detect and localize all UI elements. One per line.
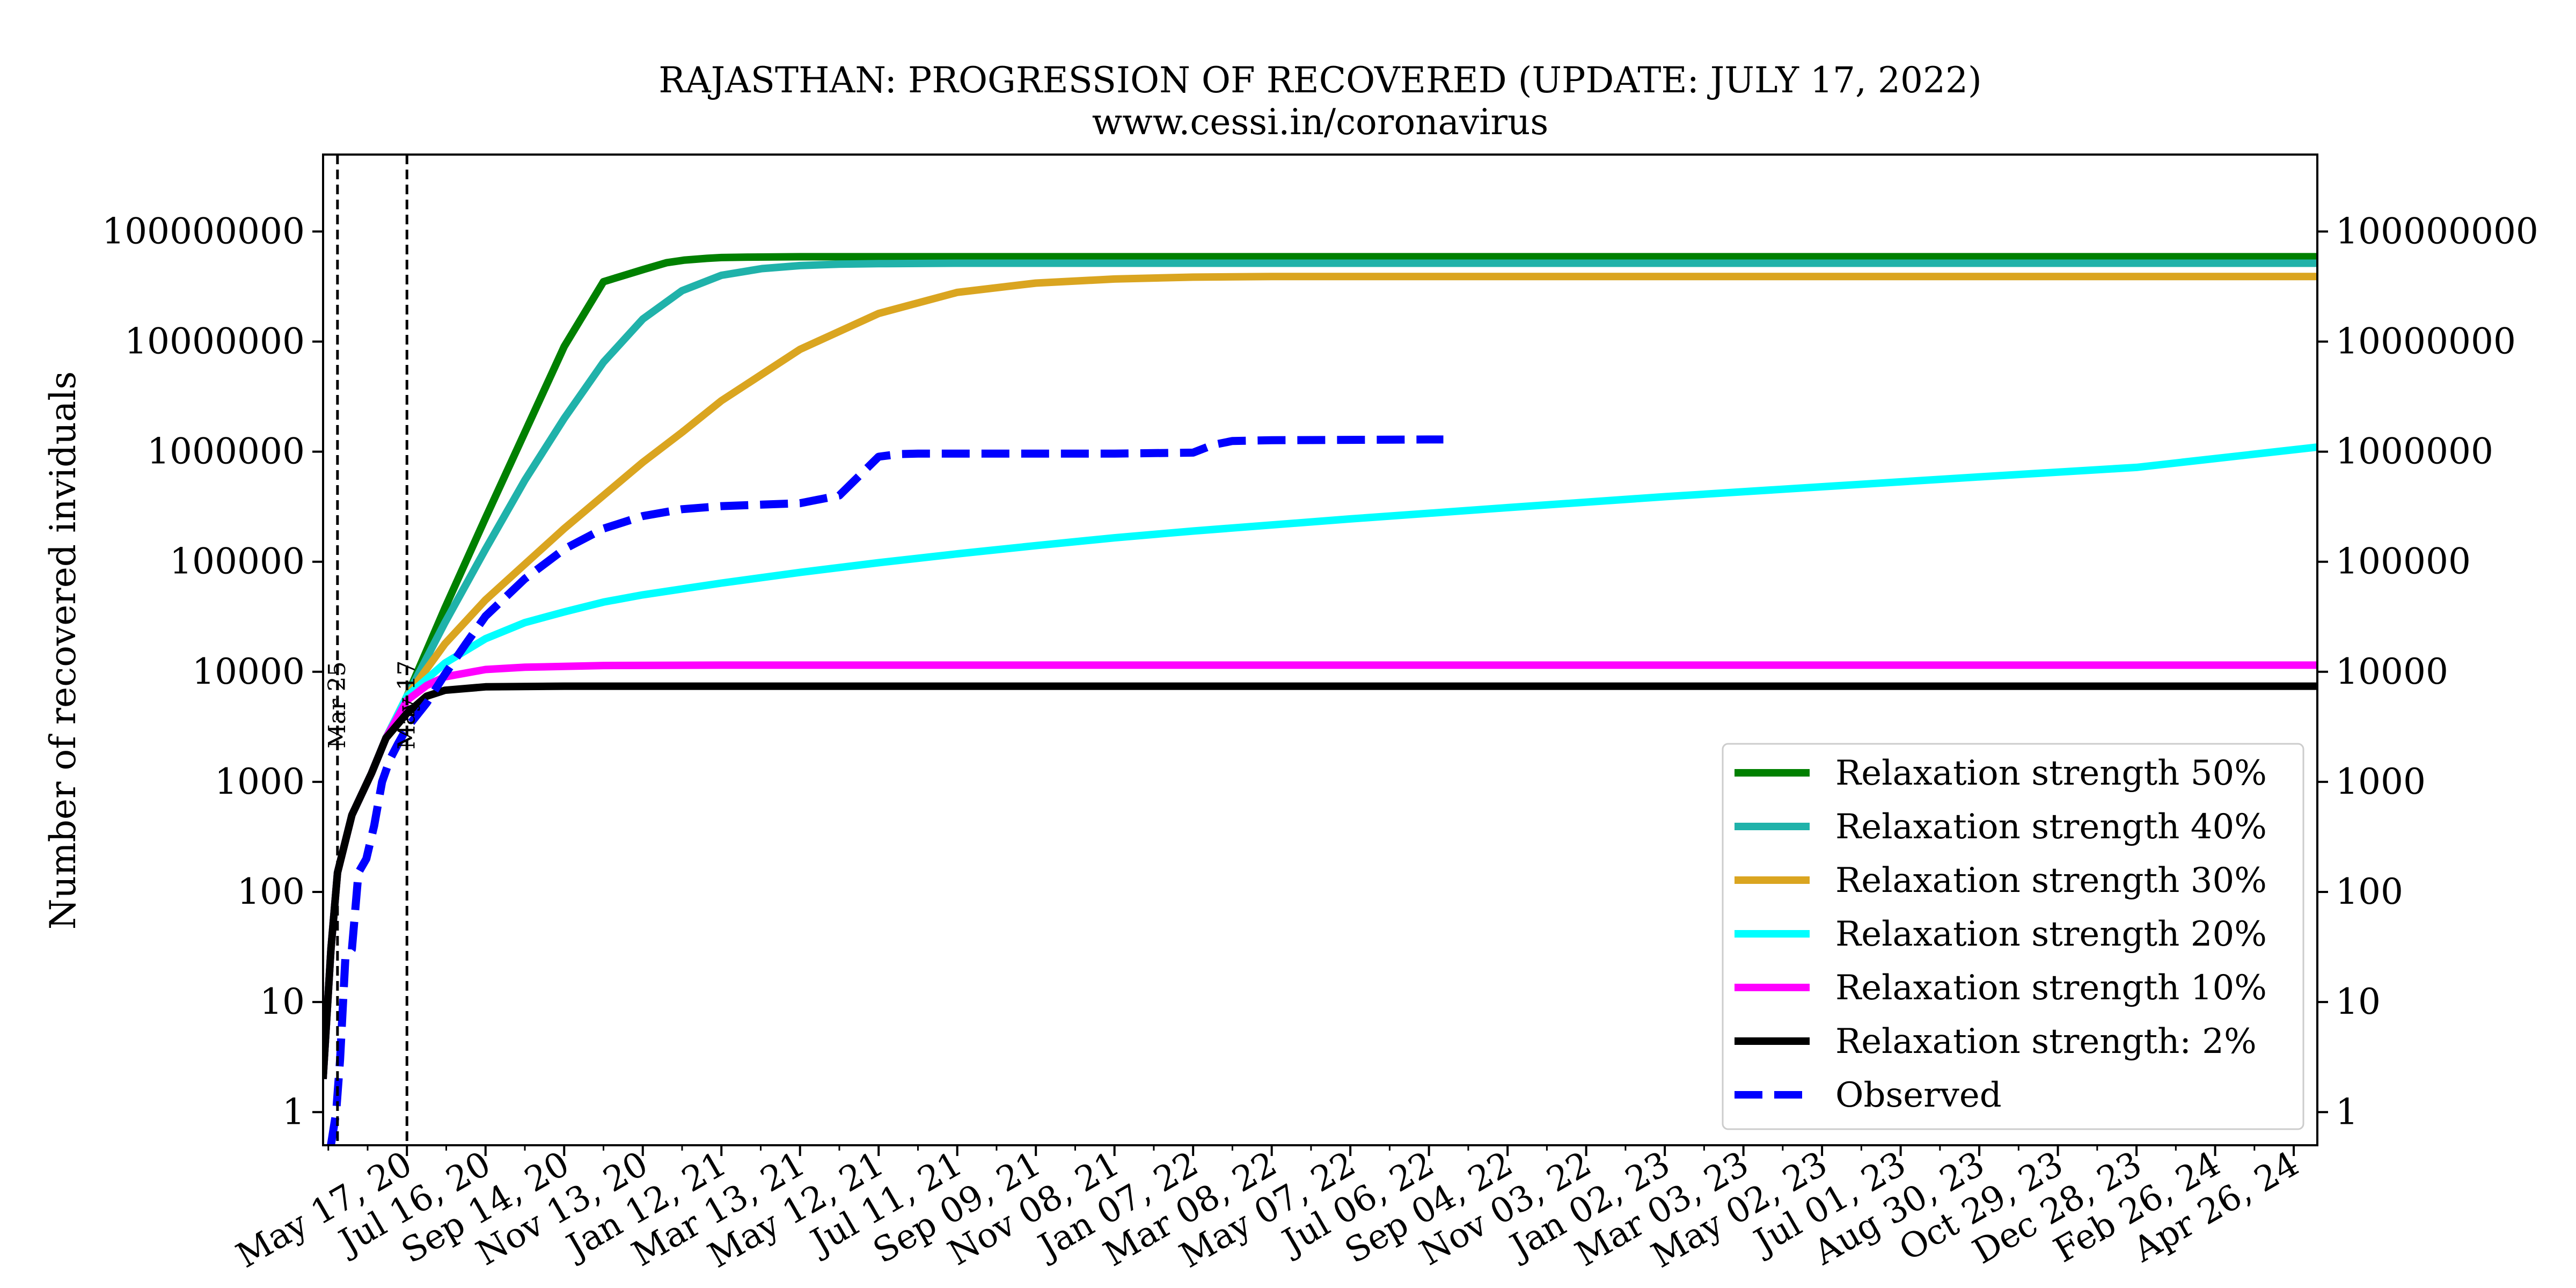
series-group	[323, 253, 2317, 1145]
y-tick-label-left-2: 100	[237, 871, 305, 912]
y-tick-label-right-7: 10000000	[2336, 320, 2516, 362]
y-tick-label-right-3: 1000	[2336, 761, 2426, 802]
y-tick-label-left-4: 10000	[192, 651, 305, 692]
legend-label-2: Relaxation strength 30%	[1835, 861, 2267, 901]
legend-label-3: Relaxation strength 20%	[1835, 914, 2267, 954]
plot-frame	[322, 153, 2318, 1146]
legend-box	[1722, 743, 2304, 1130]
y-tick-label-left-8: 100000000	[102, 210, 305, 252]
legend-label-4: Relaxation strength 10%	[1835, 968, 2267, 1008]
y-tick-label-right-2: 100	[2336, 871, 2403, 912]
y-tick-label-left-0: 1	[282, 1091, 305, 1132]
y-axis-label: Number of recovered inviduals	[42, 371, 84, 930]
event-label-1: May 17	[393, 660, 420, 749]
legend-label-0: Relaxation strength 50%	[1835, 753, 2267, 793]
chart-title: RAJASTHAN: PROGRESSION OF RECOVERED (UPD…	[658, 60, 1981, 101]
y-tick-label-right-4: 10000	[2336, 651, 2448, 692]
legend: Relaxation strength 50% Relaxation streng…	[1722, 743, 2304, 1130]
legend-label-1: Relaxation strength 40%	[1835, 807, 2267, 847]
y-tick-label-right-6: 1000000	[2336, 431, 2493, 472]
y-tick-label-left-5: 100000	[170, 541, 305, 582]
chart-subtitle: www.cessi.in/coronavirus	[1092, 101, 1549, 143]
legend-label-5: Relaxation strength: 2%	[1835, 1022, 2257, 1062]
y-tick-label-left-1: 10	[260, 981, 305, 1022]
y-tick-label-left-3: 1000	[215, 761, 305, 802]
y-tick-label-left-7: 10000000	[125, 320, 305, 362]
y-tick-label-right-5: 100000	[2336, 541, 2471, 582]
y-tick-label-left-6: 1000000	[147, 431, 305, 472]
y-tick-label-right-8: 100000000	[2336, 210, 2538, 252]
y-tick-label-right-0: 1	[2336, 1091, 2358, 1132]
event-label-0: Mar 25	[324, 661, 351, 748]
series-line-6	[327, 435, 1444, 1145]
legend-label-6: Observed	[1835, 1075, 2002, 1115]
y-tick-label-right-1: 10	[2336, 981, 2381, 1022]
